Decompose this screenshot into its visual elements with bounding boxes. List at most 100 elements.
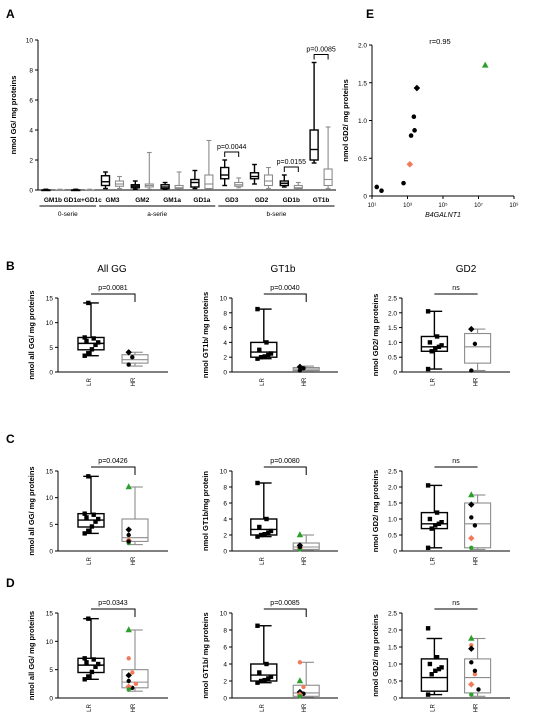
chart-b-gd2-y-tick-label: 0: [393, 370, 397, 377]
chart-d-gd2-point: [439, 665, 444, 670]
chart-d-all-point: [91, 657, 96, 662]
chart-b-gt1b-point: [301, 366, 306, 371]
chart-b-all-hr-box: [121, 354, 149, 364]
chart-c-all-point: [86, 528, 91, 533]
chart-c-all-point: [93, 519, 98, 524]
chart-e-x-tick-label: 10¹: [368, 203, 377, 209]
chart-d-gt1b-x-tick-label: HR: [302, 703, 308, 712]
chart-b-gd2-point: [468, 325, 475, 333]
chart-b-gt1b-y-tick-label: 10: [220, 296, 228, 303]
chart-d-gd2-point: [472, 668, 478, 673]
chart-c-all-hr-box: [121, 518, 149, 542]
chart-a-lr-GT1b-box: [309, 129, 319, 161]
chart-b-gd2-point: [434, 334, 440, 339]
chart-a-y-tick-label: 4: [29, 128, 33, 135]
chart-e-point: [374, 184, 380, 190]
chart-a-x-tick-label: GD1a: [193, 197, 210, 204]
chart-b-gd2-hr-box: [464, 332, 492, 364]
chart-a-x-tick-label: GT1b: [313, 197, 330, 204]
chart-c-all-point: [82, 531, 87, 536]
chart-a-lr-GD1a-box: [190, 178, 200, 188]
chart-e-y-tick-label: 1.0: [358, 118, 367, 125]
chart-b-gd2-x-tick-label: HR: [474, 377, 480, 386]
chart-c-gd2-point: [472, 523, 478, 528]
chart-d-gt1b-point: [264, 661, 269, 667]
chart-d-all-point: [86, 616, 91, 621]
chart-c-gt1b-point: [257, 524, 262, 530]
chart-a-hr-GT1b-box: [323, 168, 333, 187]
chart-d-gd2-point: [433, 668, 438, 673]
chart-c-gd2-point: [469, 545, 474, 550]
chart-d-all-point: [126, 687, 131, 692]
chart-a-x-tick-label: GD2: [255, 197, 269, 204]
chart-d-gd2-point: [425, 626, 431, 631]
chart-b-gt1b-point: [264, 340, 269, 345]
chart-d-all-point: [86, 674, 91, 679]
chart-c-gd2-point: [468, 535, 475, 542]
chart-a-lr-GD3-box: [219, 166, 230, 180]
chart-c-gt1b-y-tick-label: 4: [223, 517, 227, 524]
chart-c-gd2-point: [468, 501, 475, 508]
chart-b-gt1b-point: [262, 354, 267, 359]
chart-b-gd2-y-tick-label: 2.0: [388, 310, 397, 317]
chart-d-all-point: [89, 669, 95, 675]
chart-c-gd2-point: [468, 491, 475, 498]
chart-d-gt1b-y-tick-label: 0: [223, 696, 227, 703]
chart-d-gt1b-y-tick-label: 10: [220, 611, 228, 618]
chart-b-gt1b-y-tick-label: 4: [223, 340, 227, 347]
chart-b-all-y-tick-label: 5: [49, 345, 53, 352]
chart-d-gd2-hr-box: [464, 658, 492, 694]
chart-b-gt1b-p-value: p=0.0040: [270, 285, 299, 292]
chart-d-gt1b-x-tick-label: LR: [260, 703, 266, 711]
chart-c-gd2-y-tick-label: 1.0: [388, 517, 397, 524]
chart-b-gd2-point: [472, 341, 478, 347]
chart-b-gt1b-x-tick-label: LR: [260, 377, 266, 385]
chart-c-gt1b-comparison-bracket: [263, 466, 307, 475]
chart-d-gd2-y-tick-label: 0.5: [388, 679, 397, 686]
chart-b-gt1b-y-tick-label: 8: [223, 310, 227, 317]
chart-a-group-label: a-serie: [147, 211, 167, 218]
chart-b-gd2-x-tick-label: LR: [430, 377, 436, 385]
chart-b-gt1b-point: [255, 306, 260, 312]
chart-b-gt1b-point: [257, 347, 262, 352]
row-title-gd2: GD2: [456, 264, 477, 275]
chart-d-gd2-point: [434, 655, 440, 660]
chart-b-all-y-tick-label: 15: [46, 296, 54, 303]
chart-b-all-point: [91, 336, 96, 341]
chart-c-gt1b-point: [268, 528, 274, 534]
chart-d-gd2-p-value: ns: [452, 600, 460, 607]
chart-b-gd2-y-tick-label: 1.5: [388, 325, 397, 332]
chart-d-gt1b-point: [297, 660, 303, 665]
chart-a-p-value: p=0.0085: [306, 47, 335, 54]
chart-a-y-tick-label: 8: [29, 68, 33, 75]
chart-d-gd2-point: [468, 681, 475, 688]
chart-d-gt1b-point: [296, 677, 304, 684]
chart-d-all-point: [126, 678, 131, 684]
chart-d-all-y-tick-label: 5: [49, 667, 53, 674]
chart-a-lr-GM3-box: [100, 175, 111, 187]
chart-c-all-point: [89, 524, 95, 529]
chart-c-gd2-point: [439, 520, 444, 525]
chart-a-hr-GM1a-box: [174, 184, 184, 190]
chart-c-gt1b-point: [262, 532, 267, 537]
chart-b-gt1b-point: [268, 351, 274, 356]
chart-d-all-y-label: nmol all GG/ mg proteins: [27, 611, 36, 700]
chart-d-gt1b-point: [257, 670, 262, 675]
chart-c-gt1b-point: [255, 480, 260, 486]
chart-c-gd2-x-tick-label: LR: [430, 556, 436, 564]
chart-c-all-x-tick-label: HR: [131, 556, 137, 565]
chart-d-gd2-point: [469, 692, 474, 697]
chart-e-x-tick-label: 10⁷: [474, 202, 483, 209]
chart-e-y-tick-label: 2.0: [358, 43, 367, 50]
chart-c-gd2-point: [425, 545, 431, 550]
chart-b-all-point: [82, 335, 87, 340]
chart-a-hr-GD1a-box: [204, 174, 214, 190]
chart-b-all-comparison-bracket: [91, 293, 136, 302]
chart-c-all-point: [86, 474, 91, 479]
chart-d-all-point: [126, 656, 131, 661]
chart-b-all-point: [86, 300, 91, 306]
chart-b-all-y-tick-label: 10: [46, 320, 54, 327]
chart-b-gt1b-point: [266, 352, 271, 358]
chart-c-gt1b-x-tick-label: LR: [260, 556, 266, 564]
chart-a-comparison-bracket: [224, 151, 240, 157]
